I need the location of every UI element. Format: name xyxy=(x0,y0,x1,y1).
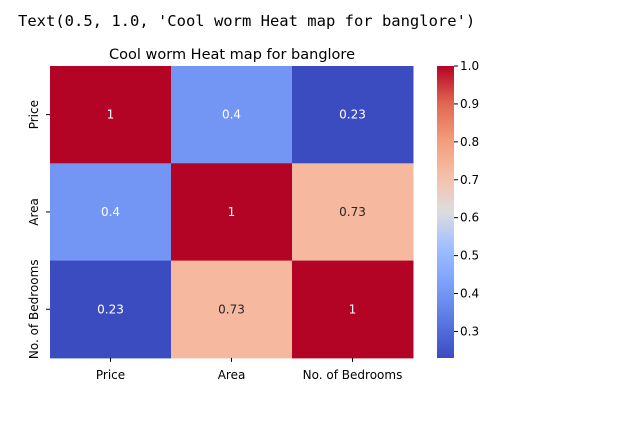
heatmap-cell xyxy=(50,163,172,262)
heatmap-cell xyxy=(292,260,414,359)
x-tick-label: Price xyxy=(96,368,125,382)
y-tick-label: Area xyxy=(27,198,41,226)
y-tick-label: Price xyxy=(27,100,41,129)
cell-value-label: 1 xyxy=(107,108,115,122)
heatmap-cell xyxy=(171,260,293,359)
cell-value-label: 1 xyxy=(349,302,357,316)
heatmap-cells: 1 0.4 0.23 0.4 1 0.73 0.23 0.73 1 xyxy=(50,66,414,359)
cell-value-label: 1 xyxy=(228,205,236,219)
cell-value-label: 0.23 xyxy=(97,302,124,316)
heatmap-cell xyxy=(171,66,293,164)
colorbar-tick-label: 0.3 xyxy=(460,324,479,338)
heatmap-cell xyxy=(292,66,414,164)
x-tick-label: No. of Bedrooms xyxy=(303,368,403,382)
heatmap-cell xyxy=(50,66,172,164)
colorbar xyxy=(437,66,454,358)
cell-value-label: 0.73 xyxy=(218,302,245,316)
colorbar-tick-label: 0.4 xyxy=(460,287,479,301)
heatmap-cell xyxy=(171,163,293,262)
y-tick-label: No. of Bedrooms xyxy=(27,259,41,359)
chart-title: Cool worm Heat map for banglore xyxy=(109,47,355,63)
colorbar-tick-label: 0.8 xyxy=(460,135,479,149)
x-tick-label: Area xyxy=(218,368,246,382)
colorbar-tick-label: 0.9 xyxy=(460,97,479,111)
cell-output-text: Text(0.5, 1.0, 'Cool worm Heat map for b… xyxy=(18,12,476,30)
x-axis-labels: Price Area No. of Bedrooms xyxy=(96,357,403,382)
y-axis-labels: Price Area No. of Bedrooms xyxy=(27,100,50,359)
colorbar-tick-label: 0.5 xyxy=(460,249,479,263)
colorbar-ticks: 1.0 0.9 0.8 0.7 0.6 0.5 0.4 0.3 xyxy=(454,59,479,338)
cell-value-label: 0.23 xyxy=(339,108,366,122)
cell-value-label: 0.4 xyxy=(101,205,120,219)
heatmap-cell xyxy=(292,163,414,262)
colorbar-tick-label: 0.6 xyxy=(460,211,479,225)
cell-value-label: 0.4 xyxy=(222,108,241,122)
colorbar-tick-label: 0.7 xyxy=(460,173,479,187)
heatmap-cell xyxy=(50,260,172,359)
cell-value-label: 0.73 xyxy=(339,205,366,219)
colorbar-tick-label: 1.0 xyxy=(460,59,479,73)
colorbar-gradient xyxy=(437,66,454,358)
